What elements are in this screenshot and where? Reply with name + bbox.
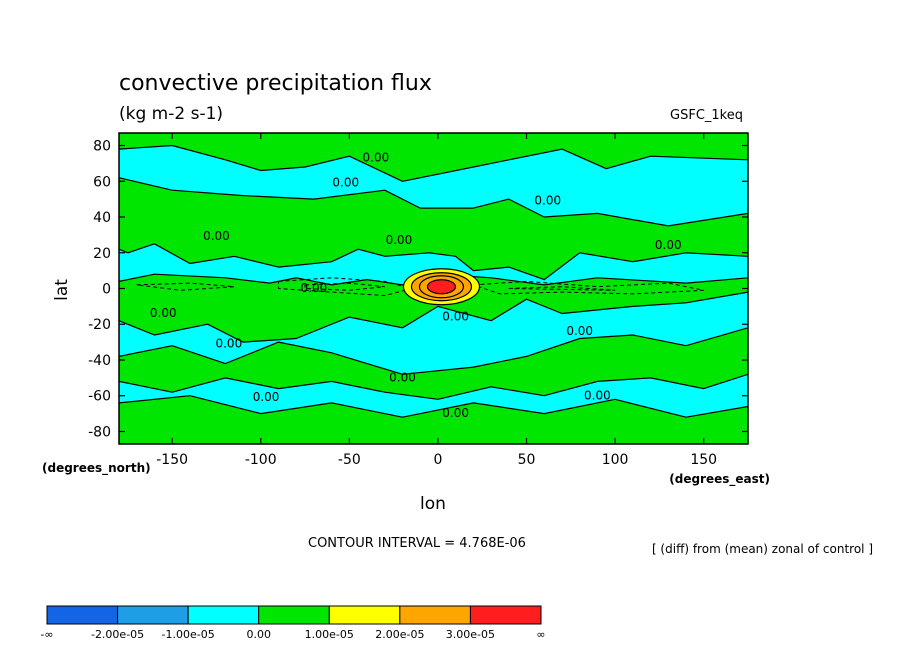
contour-label: 0.00: [203, 229, 230, 243]
contour-label: 0.00: [386, 233, 413, 247]
colorbar-label: 2.00e-05: [375, 628, 424, 641]
y-tick-label: -60: [88, 389, 111, 405]
y-axis-label: lat: [52, 279, 72, 301]
colorbar-swatch: [469, 605, 542, 625]
contour-label: 0.00: [655, 238, 682, 252]
x-tick-label: 100: [602, 452, 629, 468]
negative-contour-1: [278, 277, 414, 297]
contour-label: 0.00: [584, 388, 611, 402]
negative-contour-5: [508, 286, 616, 291]
y-tick-label: 20: [93, 246, 111, 262]
contour-label: 0.00: [363, 151, 390, 165]
contour-label: 0.00: [442, 310, 469, 324]
contour-label: 0.00: [566, 324, 593, 338]
x-tick-label: 50: [518, 452, 536, 468]
contour-label: 0.00: [253, 390, 280, 404]
colorbar-swatch: [187, 605, 260, 625]
colorbar-label: -2.00e-05: [91, 628, 144, 641]
contour-label: 0.00: [215, 336, 242, 350]
x-tick-label: 0: [433, 452, 442, 468]
colorbar-swatch: [328, 605, 401, 625]
contour-label: 0.00: [150, 306, 177, 320]
positive-region-5: [119, 395, 748, 444]
colorbar: -∞ -2.00e-05 -1.00e-05 0.00 1.00e-05 2.00e-05…: [40, 605, 546, 641]
colorbar-swatch: [399, 605, 471, 625]
chart-title: convective precipitation flux: [119, 71, 432, 96]
colorbar-swatch: [46, 605, 119, 625]
positive-region-1: [119, 133, 748, 182]
negative-contour-3: [473, 280, 704, 295]
y-tick-label: 60: [93, 174, 111, 190]
colorbar-label: 3.00e-05: [446, 628, 495, 641]
x-units-label: (degrees_east): [669, 472, 770, 487]
hotspot-peak: [402, 268, 481, 306]
y-tick-label: -40: [88, 353, 111, 369]
contour-interval: CONTOUR INTERVAL = 4.768E-06: [308, 536, 526, 551]
chart-units: (kg m-2 s-1): [119, 104, 223, 124]
field-description: [ (diff) from (mean) zonal of control ]: [652, 542, 873, 556]
x-tick-label: -150: [156, 452, 188, 468]
y-units-label: (degrees_north): [42, 461, 151, 476]
colorbar-swatch: [258, 605, 330, 625]
y-tick-label: 80: [93, 139, 111, 155]
positive-region-3: [119, 273, 748, 343]
y-tick-label: 0: [102, 282, 111, 298]
contour-label: 0.00: [301, 281, 328, 295]
contour-label: 0.00: [389, 370, 416, 384]
contour-label: 0.00: [332, 176, 359, 190]
negative-contour-2: [304, 282, 385, 291]
x-axis-ticks: -150 -100 -50 0 50 100 150: [156, 133, 717, 468]
colorbar-swatch: [117, 605, 189, 625]
colorbar-label: 0.00: [246, 628, 271, 641]
x-tick-label: 150: [690, 452, 717, 468]
colorbar-label: 1.00e-05: [305, 628, 354, 641]
contour-label: 0.00: [442, 406, 469, 420]
y-tick-label: 40: [93, 210, 111, 226]
negative-contours: [136, 277, 704, 297]
colorbar-label: -1.00e-05: [162, 628, 215, 641]
colorbar-label: -∞: [40, 628, 53, 641]
x-tick-label: -50: [338, 452, 361, 468]
negative-contour-4: [136, 282, 235, 291]
y-tick-label: -80: [88, 424, 111, 440]
positive-region-2: [119, 177, 748, 281]
y-axis-ticks: 80 60 40 20 0 -20 -40 -60 -80: [88, 139, 748, 440]
plot-area: 0.00 0.00 0.00 0.00 0.00 0.00 0.00 0.00 0.00 0.00…: [88, 132, 749, 468]
y-tick-label: -20: [88, 317, 111, 333]
hotspot-peak-core: [426, 279, 457, 295]
contour-labels: 0.00 0.00 0.00 0.00 0.00 0.00 0.00 0.00 0.00 0.00…: [150, 151, 682, 421]
x-axis-label: lon: [420, 494, 446, 514]
contour-label: 0.00: [534, 193, 561, 207]
positive-region-4: [119, 327, 748, 400]
x-tick-label: -100: [245, 452, 277, 468]
model-label: GSFC_1keq: [670, 108, 743, 123]
positive-regions: [119, 133, 748, 444]
colorbar-label: ∞: [536, 628, 545, 641]
